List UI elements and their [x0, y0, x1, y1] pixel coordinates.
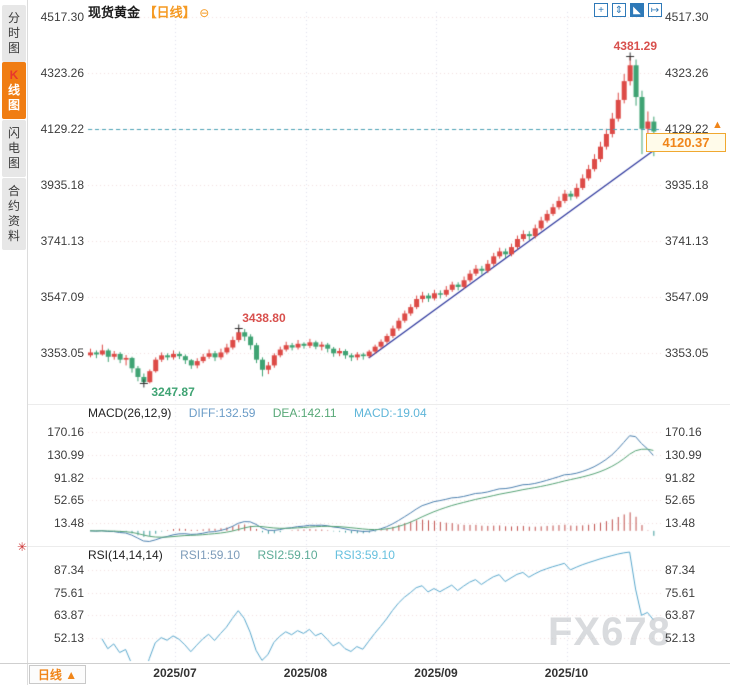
rsi-label: RSI(14,14,14) [88, 548, 163, 562]
sidebar-divider [27, 0, 28, 685]
price-up-arrow-icon: ▲ [712, 119, 723, 131]
axis-label: 3741.13 [665, 234, 709, 248]
axis-label: 52.65 [53, 493, 84, 508]
sidebar-item-lightning-chart[interactable]: 闪电图 [2, 120, 26, 177]
main-macd-divider [28, 404, 730, 405]
rsi-readout: RSI(14,14,14) RSI1:59.10 RSI2:59.10 RSI3… [88, 548, 409, 562]
macd-readout: MACD(26,12,9) DIFF:132.59 DEA:142.11 MAC… [88, 406, 441, 420]
axis-label: 91.82 [665, 470, 696, 485]
rsi3-value: RSI3:59.10 [334, 548, 395, 562]
macd-label: MACD(26,12,9) [88, 406, 172, 420]
indicator-settings-icon[interactable]: ✳ [17, 540, 28, 554]
axis-label: 3247.87 [151, 385, 195, 400]
axis-label: 2025/07 [153, 666, 197, 680]
axis-label: 4129.22 [40, 121, 84, 136]
axis-label: 4381.29 [613, 39, 658, 54]
sidebar-item-kline-chart[interactable]: K线图 [2, 62, 26, 119]
axis-label: 4323.26 [40, 65, 84, 80]
footer-divider [0, 663, 730, 664]
axis-label: 52.13 [665, 631, 696, 645]
axis-label: 13.48 [53, 516, 84, 530]
axis-label: 52.65 [665, 493, 696, 508]
axis-label: 170.16 [665, 425, 702, 439]
chart-title: 现货黄金 【日线】 ⊖ [88, 2, 209, 21]
sidebar-item-contract-info[interactable]: 合约资料 [2, 178, 26, 250]
axis-label: 3353.05 [665, 346, 709, 360]
period-selector-arrow-icon: ▲ [65, 668, 78, 682]
scale-tool-button[interactable]: ⇕ [612, 3, 626, 17]
axis-label: 2025/08 [283, 666, 328, 680]
axis-label: 3935.18 [40, 177, 84, 192]
axis-label: 3935.18 [665, 177, 709, 192]
watermark-logo: FX678 [548, 610, 671, 654]
axis-label: 4323.26 [665, 65, 709, 80]
axis-label: 87.34 [665, 563, 696, 577]
axis-label: 3353.05 [40, 346, 84, 360]
axis-label: 4129.22 [665, 121, 709, 136]
axis-label: 91.82 [53, 470, 84, 485]
rsi1-value: RSI1:59.10 [180, 548, 241, 562]
axis-label: 3438.80 [242, 311, 286, 326]
period-selector-label: 日线 [37, 668, 62, 682]
axis-label: 130.99 [665, 447, 702, 462]
macd-diff-value: DIFF:132.59 [188, 406, 256, 420]
axis-label: 75.61 [53, 585, 84, 600]
macd-dea-value: DEA:142.11 [272, 406, 337, 420]
axis-label: 170.16 [47, 425, 84, 439]
collapse-icon[interactable]: ⊖ [199, 6, 210, 20]
rsi2-value: RSI2:59.10 [257, 548, 318, 562]
axis-label: 3547.09 [665, 290, 709, 304]
period-tag: 【日线】 [143, 5, 196, 20]
axis-label: 13.48 [665, 516, 696, 530]
axis-label: 75.61 [665, 585, 696, 600]
last-price-box: 4120.37 [646, 133, 726, 152]
axis-label: 87.34 [53, 563, 84, 577]
axis-label: 3547.09 [40, 290, 84, 304]
zoom-chart-tool-button[interactable]: ◣ [630, 3, 644, 17]
macd-rsi-divider [28, 546, 730, 547]
axis-label: 52.13 [53, 631, 84, 645]
period-selector[interactable]: 日线 ▲ [29, 665, 86, 684]
axis-label: 4517.30 [665, 10, 709, 24]
axis-label: 4517.30 [40, 10, 84, 24]
axis-label: 63.87 [665, 608, 696, 623]
symbol-name: 现货黄金 [88, 5, 141, 20]
shift-tool-button[interactable]: ↦ [648, 3, 662, 17]
sidebar-item-time-chart[interactable]: 分时图 [2, 5, 26, 62]
axis-label: 2025/10 [544, 666, 589, 680]
pan-tool-button[interactable]: + [594, 3, 608, 17]
axis-label: 3741.13 [40, 234, 84, 248]
axis-label: 63.87 [53, 608, 84, 623]
axis-label: 130.99 [47, 447, 84, 462]
macd-hist-value: MACD:-19.04 [353, 406, 427, 420]
axis-label: 2025/09 [414, 666, 458, 680]
